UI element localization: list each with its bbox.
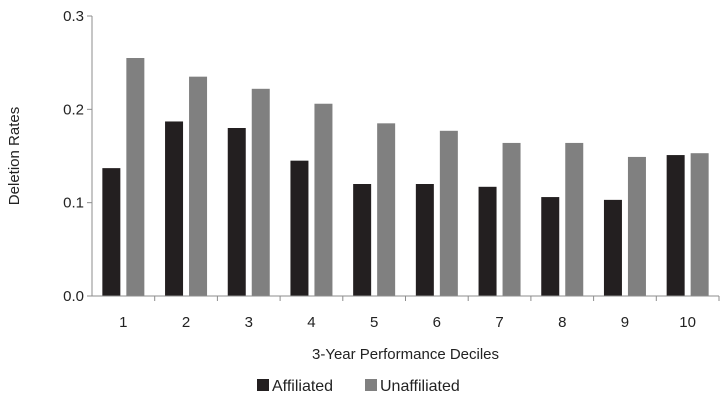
x-tick-label: 6 — [433, 314, 441, 331]
x-tick-label: 8 — [558, 314, 566, 331]
x-tick-label: 9 — [621, 314, 629, 331]
bar-unaffiliated-4 — [314, 103, 333, 296]
y-tick-label: 0.3 — [63, 8, 84, 25]
bar-affiliated-7 — [478, 186, 497, 296]
x-tick-label: 7 — [495, 314, 503, 331]
legend-swatch-unaffiliated — [365, 379, 377, 391]
bar-affiliated-6 — [415, 184, 434, 296]
bar-affiliated-3 — [227, 128, 246, 296]
x-tick-label: 2 — [182, 314, 190, 331]
x-axis-ticks: 1 2 3 4 5 6 7 8 9 10 — [119, 296, 720, 331]
y-axis-title: Deletion Rates — [6, 107, 23, 205]
bar-unaffiliated-1 — [126, 58, 145, 296]
y-tick-label: 0.2 — [63, 101, 84, 118]
bar-affiliated-8 — [541, 197, 560, 296]
legend-swatch-affiliated — [257, 379, 269, 391]
bars — [102, 58, 709, 297]
x-tick-label: 5 — [370, 314, 378, 331]
legend-label-affiliated: Affiliated — [272, 378, 333, 395]
x-tick-label: 1 — [119, 314, 127, 331]
bar-unaffiliated-3 — [251, 88, 270, 296]
y-tick-label: 0.0 — [63, 288, 84, 305]
x-tick-label: 3 — [245, 314, 253, 331]
x-tick-label: 10 — [679, 314, 696, 331]
bar-unaffiliated-9 — [627, 156, 646, 296]
bar-unaffiliated-5 — [377, 123, 396, 296]
bar-unaffiliated-10 — [690, 153, 709, 296]
bar-affiliated-5 — [353, 184, 372, 296]
bar-affiliated-2 — [165, 121, 184, 296]
x-tick-label: 4 — [307, 314, 315, 331]
bar-unaffiliated-8 — [565, 142, 584, 296]
bar-affiliated-9 — [603, 199, 622, 296]
y-axis-ticks: 0.0 0.1 0.2 0.3 — [63, 8, 92, 305]
bar-affiliated-10 — [666, 155, 685, 296]
y-tick-label: 0.1 — [63, 195, 84, 212]
bar-affiliated-1 — [102, 168, 121, 296]
bar-unaffiliated-2 — [189, 76, 208, 297]
legend: Affiliated Unaffiliated — [257, 378, 460, 395]
x-axis-title: 3-Year Performance Deciles — [312, 346, 499, 363]
bar-unaffiliated-6 — [439, 130, 458, 296]
bar-unaffiliated-7 — [502, 142, 521, 296]
bar-affiliated-4 — [290, 160, 309, 296]
legend-label-unaffiliated: Unaffiliated — [380, 378, 460, 395]
